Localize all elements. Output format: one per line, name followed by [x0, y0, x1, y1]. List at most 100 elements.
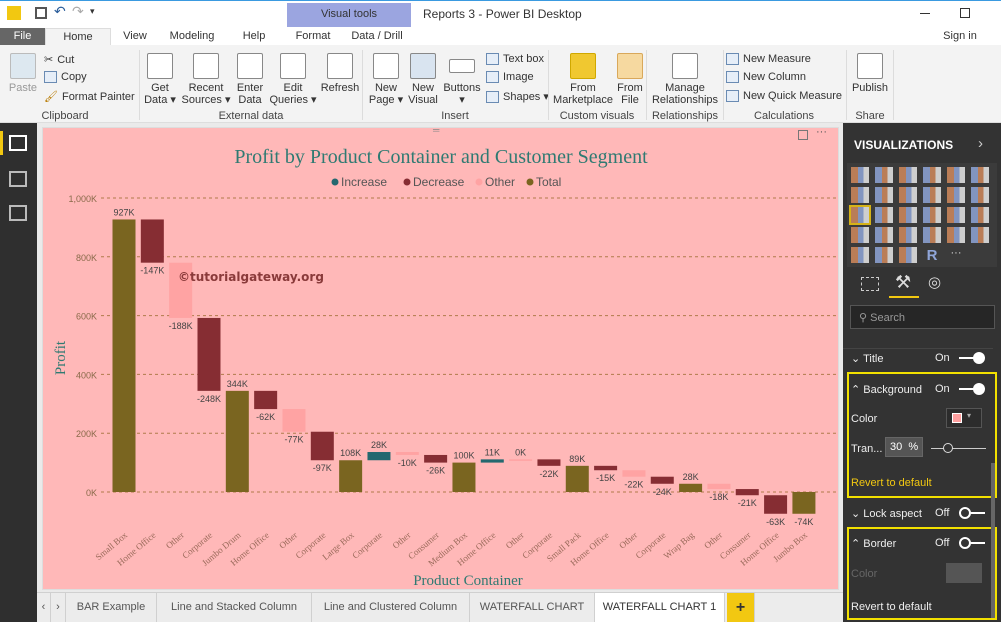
format-painter-button[interactable]: 🖌 Format Painter: [44, 90, 135, 104]
model-view-icon[interactable]: [9, 205, 27, 221]
border-toggle[interactable]: [959, 537, 985, 549]
new-page-button[interactable]: New Page ▾: [366, 53, 406, 106]
tab-view[interactable]: View: [123, 30, 147, 42]
ribbon-icon[interactable]: [971, 187, 989, 203]
minimize-button[interactable]: [920, 13, 930, 14]
tab-data-drill[interactable]: Data / Drill: [351, 30, 403, 42]
new-quick-measure-button[interactable]: New Quick Measure: [726, 90, 842, 102]
undo-icon[interactable]: ↶: [54, 3, 66, 19]
refresh-button[interactable]: Refresh: [320, 53, 360, 94]
background-revert-link[interactable]: Revert to default: [851, 477, 932, 489]
more-icon[interactable]: ···: [950, 247, 962, 259]
tab-help[interactable]: Help: [242, 30, 266, 42]
page-tab-waterfall[interactable]: WATERFALL CHART: [470, 593, 595, 622]
slider-thumb[interactable]: [942, 443, 953, 453]
tab-format[interactable]: Format: [295, 30, 331, 42]
border-section[interactable]: ⌃ Border Off: [851, 537, 950, 550]
background-section[interactable]: ⌃ Background On: [851, 383, 950, 396]
matrix-icon[interactable]: [899, 247, 917, 263]
tab-modeling[interactable]: Modeling: [169, 30, 215, 42]
report-view-icon[interactable]: [9, 135, 27, 151]
analytics-tab-icon[interactable]: ◎: [928, 274, 942, 291]
border-revert-link[interactable]: Revert to default: [851, 601, 932, 613]
treemap-icon[interactable]: [947, 207, 965, 223]
line-stacked-column-icon[interactable]: [923, 187, 941, 203]
shapes-button[interactable]: Shapes ▾: [486, 90, 549, 103]
lock-aspect-toggle[interactable]: [959, 507, 985, 519]
tab-file[interactable]: File: [0, 28, 45, 45]
image-button[interactable]: Image: [486, 71, 534, 83]
from-file-button[interactable]: From File: [616, 53, 644, 106]
search-input[interactable]: ⚲ Search: [850, 305, 995, 329]
data-view-icon[interactable]: [9, 171, 27, 187]
stacked-column-icon[interactable]: [875, 167, 893, 183]
enter-data-button[interactable]: Enter Data: [234, 53, 266, 106]
kpi-icon[interactable]: [971, 227, 989, 243]
title-toggle[interactable]: [959, 352, 985, 364]
100-column-icon[interactable]: [971, 167, 989, 183]
100-bar-icon[interactable]: [947, 167, 965, 183]
map-icon[interactable]: [971, 207, 989, 223]
donut-icon[interactable]: [923, 207, 941, 223]
page-tab-line-clustered[interactable]: Line and Clustered Column: [312, 593, 470, 622]
background-color-picker[interactable]: ▾: [946, 408, 982, 428]
filled-map-icon[interactable]: [851, 227, 869, 243]
pie-icon[interactable]: [899, 207, 917, 223]
stacked-area-icon[interactable]: [899, 187, 917, 203]
publish-button[interactable]: Publish: [850, 53, 890, 94]
transparency-input[interactable]: 30 %: [885, 437, 923, 457]
redo-icon[interactable]: ↷: [72, 3, 84, 19]
more-options-icon[interactable]: ···: [816, 126, 827, 138]
manage-relationships-button[interactable]: Manage Relationships: [649, 53, 721, 106]
new-measure-button[interactable]: New Measure: [726, 53, 811, 65]
waterfall-icon[interactable]: [849, 205, 871, 225]
clustered-column-icon[interactable]: [923, 167, 941, 183]
edit-queries-button[interactable]: Edit Queries ▾: [268, 53, 318, 106]
maximize-button[interactable]: [960, 8, 970, 18]
area-icon[interactable]: [875, 187, 893, 203]
stacked-bar-icon[interactable]: [851, 167, 869, 183]
page-tab-waterfall-1[interactable]: WATERFALL CHART 1: [595, 593, 725, 622]
buttons-button[interactable]: Buttons ▾: [440, 53, 484, 106]
customize-toolbar-icon[interactable]: ▾: [90, 6, 95, 16]
new-column-button[interactable]: New Column: [726, 71, 806, 83]
line-clustered-column-icon[interactable]: [947, 187, 965, 203]
drag-handle[interactable]: ═: [433, 125, 440, 135]
fields-tab-icon[interactable]: [861, 277, 879, 291]
sign-in-link[interactable]: Sign in: [943, 30, 977, 42]
page-tab-bar-example[interactable]: BAR Example: [66, 593, 157, 622]
line-icon[interactable]: [851, 187, 869, 203]
paste-button[interactable]: Paste: [8, 53, 38, 94]
add-page-button[interactable]: +: [727, 593, 755, 622]
from-marketplace-button[interactable]: From Marketplace: [551, 53, 615, 106]
prev-page-arrow[interactable]: ‹: [37, 593, 51, 622]
save-icon[interactable]: [35, 7, 47, 19]
collapse-pane-icon[interactable]: ›: [978, 135, 983, 152]
format-tab-icon[interactable]: ⚒: [895, 272, 912, 292]
cut-button[interactable]: ✂ Cut: [44, 53, 75, 67]
scatter-icon[interactable]: [875, 207, 893, 223]
gauge-icon[interactable]: [899, 227, 917, 243]
next-page-arrow[interactable]: ›: [51, 593, 66, 622]
card-icon[interactable]: [923, 227, 941, 243]
new-visual-button[interactable]: New Visual: [406, 53, 440, 106]
text-box-button[interactable]: Text box: [486, 53, 544, 65]
get-data-button[interactable]: Get Data ▾: [142, 53, 178, 106]
slicer-icon[interactable]: [851, 247, 869, 263]
lock-aspect-section[interactable]: ⌄ Lock aspect Off: [851, 507, 950, 520]
pane-scrollbar[interactable]: [991, 463, 995, 618]
page-tab-line-stacked[interactable]: Line and Stacked Column: [157, 593, 312, 622]
background-toggle[interactable]: [959, 383, 985, 395]
transparency-slider[interactable]: [931, 443, 986, 453]
tab-home[interactable]: Home: [45, 28, 111, 45]
focus-mode-icon[interactable]: [798, 130, 808, 140]
title-section[interactable]: ⌄ Title On: [851, 352, 950, 365]
waterfall-visual[interactable]: ··· ═ Profit by Product Container and Cu…: [42, 125, 839, 590]
funnel-icon[interactable]: [875, 227, 893, 243]
recent-sources-button[interactable]: Recent Sources ▾: [180, 53, 232, 106]
clustered-bar-icon[interactable]: [899, 167, 917, 183]
r-visual-icon[interactable]: R: [926, 247, 938, 264]
copy-button[interactable]: Copy: [44, 71, 87, 83]
table-icon[interactable]: [875, 247, 893, 263]
multi-row-card-icon[interactable]: [947, 227, 965, 243]
